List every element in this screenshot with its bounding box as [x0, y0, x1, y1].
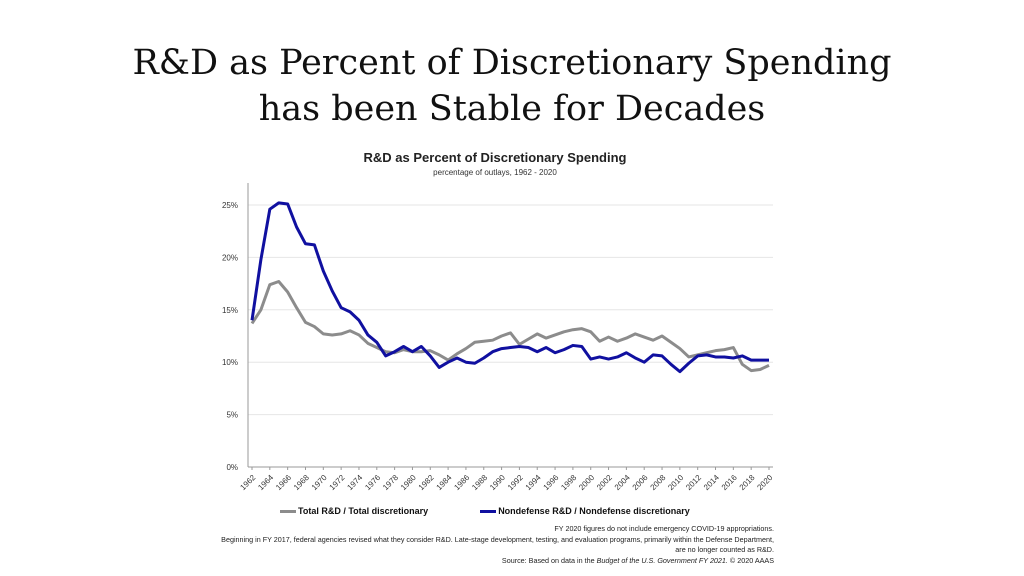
- x-tick-label: 1970: [310, 473, 329, 492]
- y-tick-label: 5%: [226, 411, 238, 420]
- x-tick-label: 1962: [238, 473, 257, 492]
- legend-label-nondefense: Nondefense R&D / Nondefense discretionar…: [498, 506, 690, 516]
- x-tick-label: 2002: [595, 473, 614, 492]
- x-tick-label: 1974: [345, 473, 364, 492]
- x-tick-label: 2012: [684, 473, 703, 492]
- source-prefix: Source: Based on data in the: [501, 555, 597, 565]
- x-tick-label: 1982: [417, 473, 436, 492]
- chart-subtitle: percentage of outlays, 1962 - 2020: [433, 168, 557, 177]
- x-tick-label: 1984: [435, 473, 454, 492]
- slide-title-line2: has been Stable for Decades: [258, 89, 766, 129]
- x-tick-label: 1966: [274, 473, 293, 492]
- x-tick-label: 1976: [363, 473, 382, 492]
- x-tick-label: 1972: [328, 473, 347, 492]
- slide-title-line1: R&D as Percent of Discretionary Spending: [132, 43, 892, 83]
- x-tick-label: 2018: [738, 473, 757, 492]
- x-tick-label: 2006: [631, 473, 650, 492]
- legend-item-total: Total R&D / Total discretionary: [280, 506, 428, 516]
- y-tick-label: 20%: [222, 253, 238, 262]
- x-tick-label: 2010: [666, 473, 685, 492]
- y-tick-label: 15%: [222, 306, 238, 315]
- x-tick-label: 2016: [720, 473, 739, 492]
- x-tick-label: 1998: [559, 473, 578, 492]
- legend-item-nondefense: Nondefense R&D / Nondefense discretionar…: [480, 506, 690, 516]
- chart-title: R&D as Percent of Discretionary Spending: [363, 150, 627, 165]
- legend-swatch-total: [280, 510, 296, 514]
- source-italic: Budget of the U.S. Government FY 2021.: [596, 555, 728, 565]
- x-tick-label: 1986: [452, 473, 471, 492]
- x-tick-label: 1964: [256, 473, 275, 492]
- x-tick-label: 2020: [755, 473, 774, 492]
- x-tick-label: 1988: [470, 473, 489, 492]
- x-tick-label: 1996: [542, 473, 561, 492]
- chart-notes: FY 2020 figures do not include emergency…: [214, 524, 774, 566]
- y-tick-label: 10%: [222, 358, 238, 367]
- x-tick-label: 1990: [488, 473, 507, 492]
- slide-title: R&D as Percent of Discretionary Spending…: [0, 40, 1024, 132]
- source-note: Source: Based on data in the Budget of t…: [214, 556, 774, 567]
- legend-swatch-nondefense: [480, 510, 497, 514]
- note-rd-definition: Beginning in FY 2017, federal agencies r…: [221, 534, 774, 555]
- legend-label-total: Total R&D / Total discretionary: [298, 506, 429, 516]
- x-tick-label: 1978: [381, 473, 400, 492]
- y-tick-label: 25%: [222, 201, 238, 210]
- series-line-nondefense: [250, 201, 769, 374]
- x-tick-label: 2008: [649, 473, 668, 492]
- x-tick-label: 1994: [524, 473, 543, 492]
- legend: Total R&D / Total discretionary Nondefen…: [280, 506, 690, 516]
- series-line-total: [250, 280, 770, 373]
- x-tick-label: 1968: [292, 473, 311, 492]
- source-suffix: © 2020 AAAS: [727, 555, 774, 565]
- note-covid: FY 2020 figures do not include emergency…: [554, 524, 774, 533]
- x-tick-label: 2014: [702, 473, 721, 492]
- x-tick-label: 1992: [506, 473, 525, 492]
- x-tick-label: 1980: [399, 473, 418, 492]
- x-tick-label: 2000: [577, 473, 596, 492]
- x-tick-label: 2004: [613, 473, 632, 492]
- y-tick-label: 0%: [226, 463, 238, 472]
